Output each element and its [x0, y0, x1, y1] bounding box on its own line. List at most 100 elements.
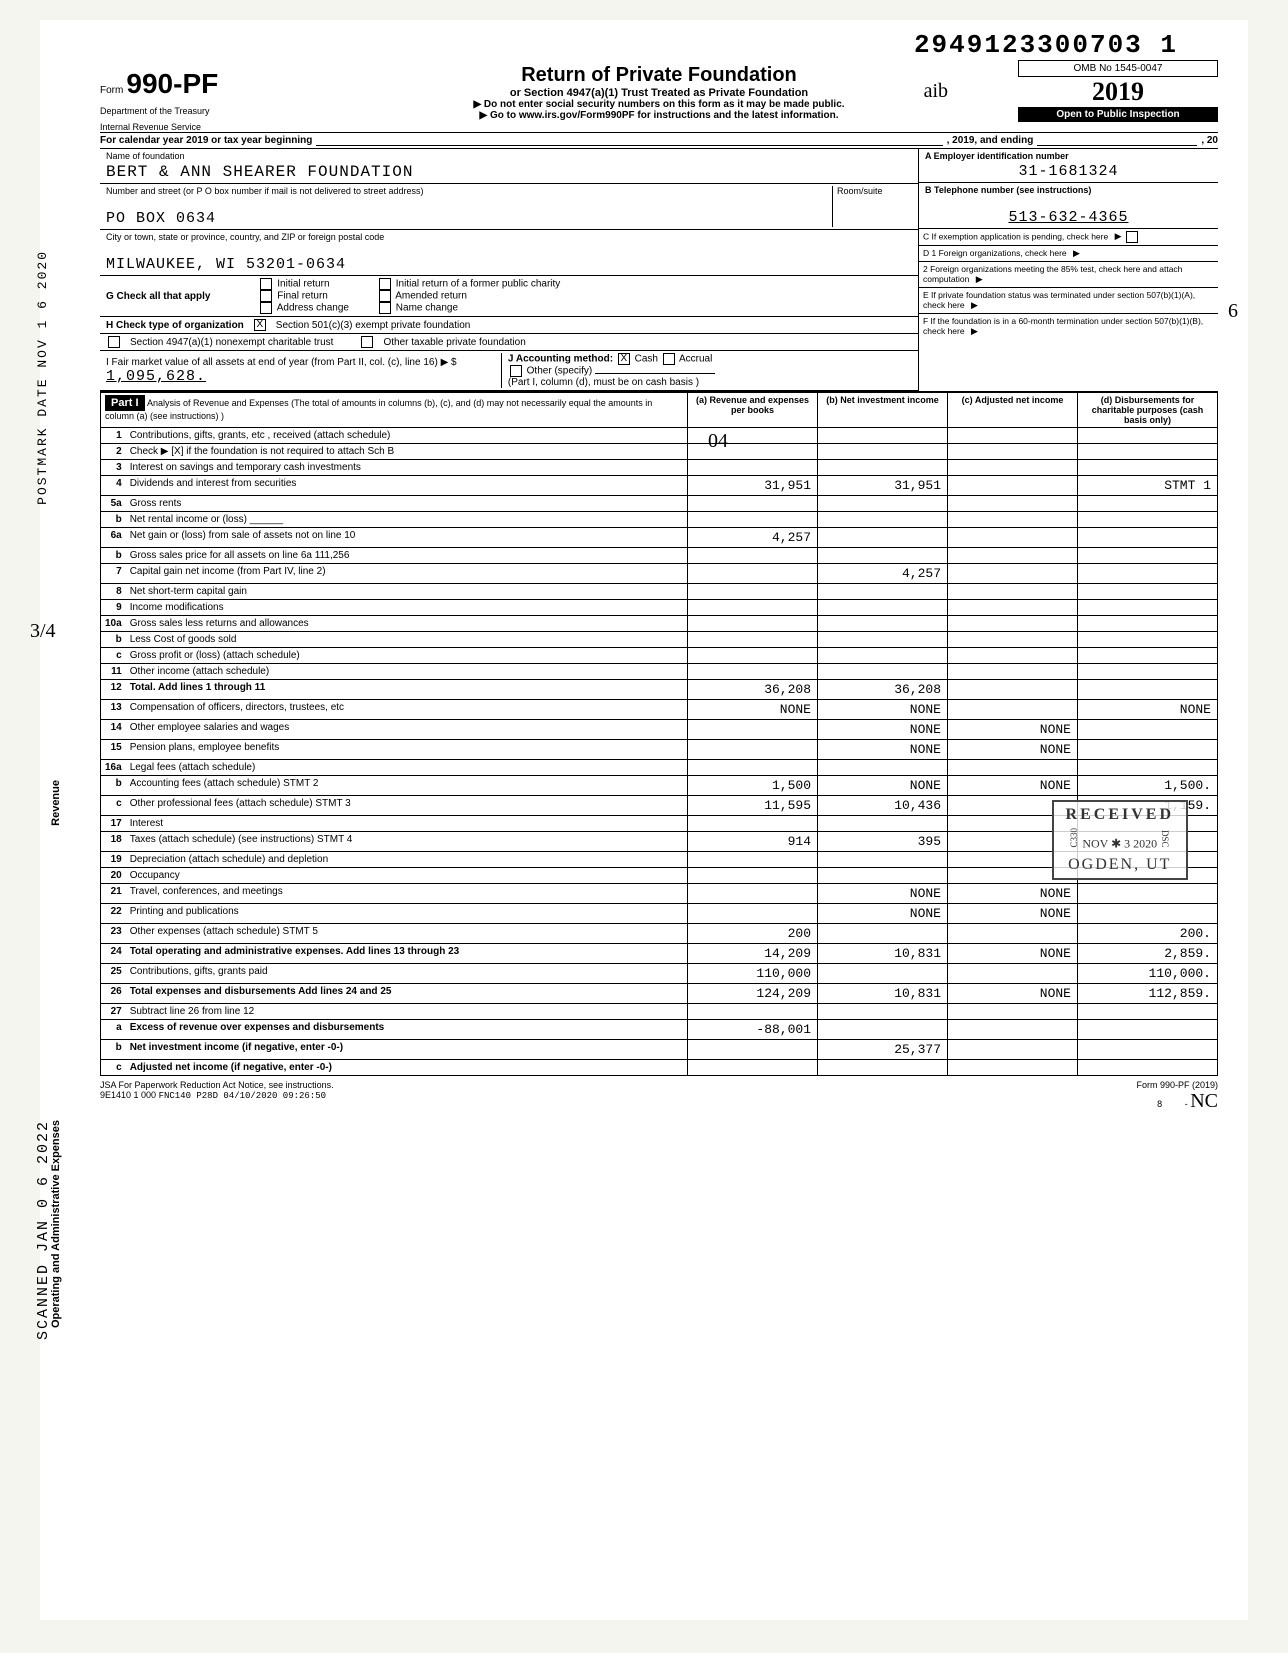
chk-amended[interactable] [379, 290, 391, 302]
table-row: 14Other employee salaries and wagesNONEN… [101, 720, 1218, 740]
room-label: Room/suite [832, 186, 912, 227]
table-row: 5aGross rents [101, 496, 1218, 512]
d1-row: D 1 Foreign organizations, check here [919, 246, 1218, 262]
barcode-number: 2949123300703 1 [100, 30, 1218, 60]
j-label: J Accounting method: [508, 354, 613, 365]
ein-value: 31-1681324 [925, 163, 1212, 180]
footer-initials: NC [1190, 1090, 1218, 1112]
footer-stamp: FNC140 P28D 04/10/2020 09:26:50 [159, 1091, 326, 1101]
chk-other-taxable[interactable] [361, 336, 373, 348]
form-note2: ▶ Go to www.irs.gov/Form990PF for instru… [300, 110, 1018, 121]
table-row: 4Dividends and interest from securities3… [101, 476, 1218, 496]
h-opt1: Section 501(c)(3) exempt private foundat… [276, 320, 471, 331]
form-title: Return of Private Foundation [300, 64, 1018, 87]
table-row: cOther professional fees (attach schedul… [101, 796, 1218, 816]
received-title: RECEIVED [1066, 806, 1174, 824]
form-subtitle: or Section 4947(a)(1) Trust Treated as P… [300, 87, 1018, 99]
form-header: Form 990-PF Department of the Treasury I… [100, 60, 1218, 133]
postmark-stamp: POSTMARK DATE NOV 1 6 2020 [35, 250, 50, 505]
part1-table: Part I Analysis of Revenue and Expenses … [100, 392, 1218, 1076]
j-other: Other (specify) [527, 366, 593, 377]
dept-irs: Internal Revenue Service [100, 122, 300, 132]
chk-final[interactable] [260, 290, 272, 302]
received-stamp: RECEIVED C330 NOV ✱ 3 2020 DSC OGDEN, UT [1052, 800, 1188, 880]
h-opt2: Section 4947(a)(1) nonexempt charitable … [130, 337, 333, 348]
table-row: 18Taxes (attach schedule) (see instructi… [101, 832, 1218, 852]
dept-treasury: Department of the Treasury [100, 106, 300, 116]
table-row: 11Other income (attach schedule) [101, 664, 1218, 680]
chk-initial[interactable] [260, 278, 272, 290]
table-row: cAdjusted net income (if negative, enter… [101, 1060, 1218, 1076]
phone-cell: B Telephone number (see instructions) 51… [919, 183, 1218, 229]
handwriting-34: 3/4 [30, 620, 56, 643]
footer-form: Form 990-PF (2019) [1136, 1080, 1218, 1090]
table-row: 19Depreciation (attach schedule) and dep… [101, 852, 1218, 868]
chk-accrual[interactable] [663, 353, 675, 365]
address-cell: Number and street (or P O box number if … [100, 184, 918, 230]
table-row: 16aLegal fees (attach schedule) [101, 760, 1218, 776]
j-note: (Part I, column (d), must be on cash bas… [508, 377, 699, 388]
phone-label: B Telephone number (see instructions) [925, 185, 1091, 195]
col-d-header: (d) Disbursements for charitable purpose… [1078, 393, 1218, 428]
table-row: 13Compensation of officers, directors, t… [101, 700, 1218, 720]
chk-4947[interactable] [108, 336, 120, 348]
i-value: 1,095,628. [106, 368, 206, 385]
table-row: bNet investment income (if negative, ent… [101, 1040, 1218, 1060]
name-cell: Name of foundation BERT & ANN SHEARER FO… [100, 149, 918, 184]
tax-year: 2019 [1018, 77, 1218, 107]
table-row: 6aNet gain or (loss) from sale of assets… [101, 528, 1218, 548]
g-label: G Check all that apply [106, 291, 210, 302]
name-label: Name of foundation [106, 151, 912, 161]
table-row: 20Occupancy [101, 868, 1218, 884]
table-row: bAccounting fees (attach schedule) STMT … [101, 776, 1218, 796]
addr-label: Number and street (or P O box number if … [106, 186, 832, 196]
city-cell: City or town, state or province, country… [100, 230, 918, 276]
handwriting-04: 04 [708, 430, 728, 453]
col-c-header: (c) Adjusted net income [948, 393, 1078, 428]
c-row: C If exemption application is pending, c… [919, 229, 1218, 246]
table-row: 17Interest [101, 816, 1218, 832]
cal-label-b: , 2019, and ending [947, 135, 1034, 146]
chk-name-change[interactable] [379, 302, 391, 314]
table-row: 23Other expenses (attach schedule) STMT … [101, 924, 1218, 944]
section-ij: I Fair market value of all assets at end… [100, 350, 918, 391]
table-row: bLess Cost of goods sold [101, 632, 1218, 648]
ein-label: A Employer identification number [925, 151, 1069, 161]
chk-other-method[interactable] [510, 365, 522, 377]
j-accrual: Accrual [679, 354, 712, 365]
table-row: 21Travel, conferences, and meetingsNONEN… [101, 884, 1218, 904]
col-a-header: (a) Revenue and expenses per books [688, 393, 818, 428]
table-row: 8Net short-term capital gain [101, 584, 1218, 600]
ein-cell: A Employer identification number 31-1681… [919, 149, 1218, 183]
table-row: 22Printing and publicationsNONENONE [101, 904, 1218, 924]
table-row: 3Interest on savings and temporary cash … [101, 460, 1218, 476]
side-label-operating: Operating and Administrative Expenses [50, 1120, 62, 1328]
chk-initial-former[interactable] [379, 278, 391, 290]
footer: JSA For Paperwork Reduction Act Notice, … [100, 1080, 1218, 1113]
chk-c[interactable] [1126, 231, 1138, 243]
calendar-year-row: For calendar year 2019 or tax year begin… [100, 133, 1218, 149]
table-row: 9Income modifications [101, 600, 1218, 616]
cal-label-c: , 20 [1201, 135, 1218, 146]
chk-address[interactable] [260, 302, 272, 314]
section-h: H Check type of organization X Section 5… [100, 317, 918, 334]
received-date: NOV ✱ 3 2020 [1082, 837, 1157, 851]
table-row: 7Capital gain net income (from Part IV, … [101, 564, 1218, 584]
table-row: bGross sales price for all assets on lin… [101, 548, 1218, 564]
part1-bar: Part I [105, 395, 145, 411]
footer-code: 9E1410 1 000 [100, 1090, 156, 1100]
chk-501c3[interactable]: X [254, 319, 266, 331]
table-row: 25Contributions, gifts, grants paid110,0… [101, 964, 1218, 984]
header-center: Return of Private Foundation or Section … [300, 60, 1018, 125]
i-label: I Fair market value of all assets at end… [106, 357, 457, 368]
public-inspection: Open to Public Inspection [1018, 107, 1218, 122]
phone-value: 513-632-4365 [925, 209, 1212, 226]
header-right: OMB No 1545-0047 2019 Open to Public Ins… [1018, 60, 1218, 122]
f-row: F If the foundation is in a 60-month ter… [919, 314, 1218, 339]
chk-cash[interactable]: X [618, 353, 630, 365]
omb-number: OMB No 1545-0047 [1018, 60, 1218, 77]
form-note1: ▶ Do not enter social security numbers o… [300, 99, 1018, 110]
table-row: 10aGross sales less returns and allowanc… [101, 616, 1218, 632]
handwriting-initials: aib [924, 80, 948, 103]
table-row: 2Check ▶ [X] if the foundation is not re… [101, 444, 1218, 460]
